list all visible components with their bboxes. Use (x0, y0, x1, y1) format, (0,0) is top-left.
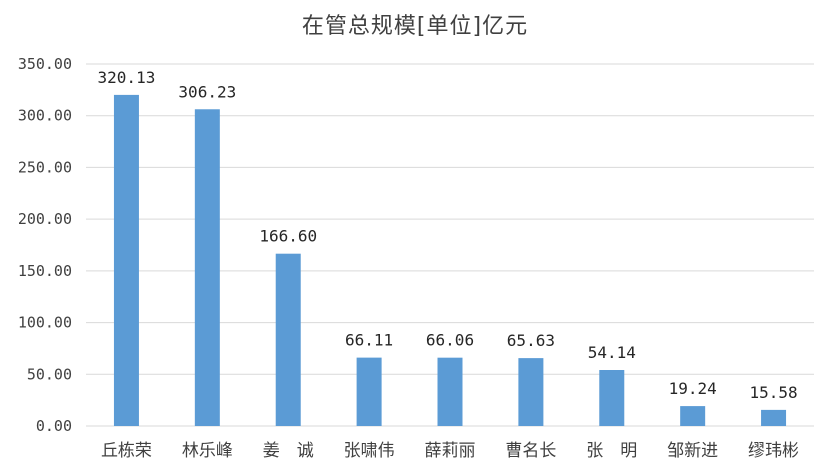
y-tick-label: 0.00 (36, 417, 72, 435)
bar (356, 357, 382, 426)
category-label: 邹新进 (667, 441, 718, 461)
category-label: 张 明 (586, 441, 637, 461)
y-tick-label: 250.00 (18, 158, 72, 176)
bar (680, 406, 706, 426)
bar (761, 409, 787, 426)
data-label: 320.13 (98, 68, 156, 87)
y-tick-label: 300.00 (18, 107, 72, 125)
category-label: 曹名长 (505, 441, 556, 461)
data-label: 166.60 (259, 227, 317, 246)
category-label: 姜 诚 (263, 441, 314, 461)
data-label: 66.11 (345, 331, 393, 350)
bar (113, 94, 139, 427)
y-tick-label: 150.00 (18, 262, 72, 280)
bar (194, 109, 220, 426)
bar (275, 253, 301, 426)
category-label: 薛莉丽 (425, 441, 476, 461)
data-label: 66.06 (426, 331, 474, 350)
y-tick-label: 50.00 (27, 365, 72, 383)
bar (518, 358, 544, 426)
y-tick-label: 100.00 (18, 314, 72, 332)
data-label: 15.58 (749, 383, 797, 402)
bar (599, 370, 625, 426)
data-label: 306.23 (178, 82, 236, 101)
y-tick-label: 200.00 (18, 210, 72, 228)
bar (437, 357, 463, 426)
category-label: 林乐峰 (182, 441, 233, 461)
category-label: 缪玮彬 (748, 441, 799, 461)
data-label: 19.24 (669, 379, 717, 398)
data-label: 65.63 (507, 331, 555, 350)
y-tick-label: 350.00 (18, 55, 72, 73)
data-label: 54.14 (588, 343, 636, 362)
category-label: 张啸伟 (344, 441, 395, 461)
chart-title: 在管总规模[单位]亿元 (301, 14, 529, 39)
category-label: 丘栋荣 (101, 441, 152, 461)
